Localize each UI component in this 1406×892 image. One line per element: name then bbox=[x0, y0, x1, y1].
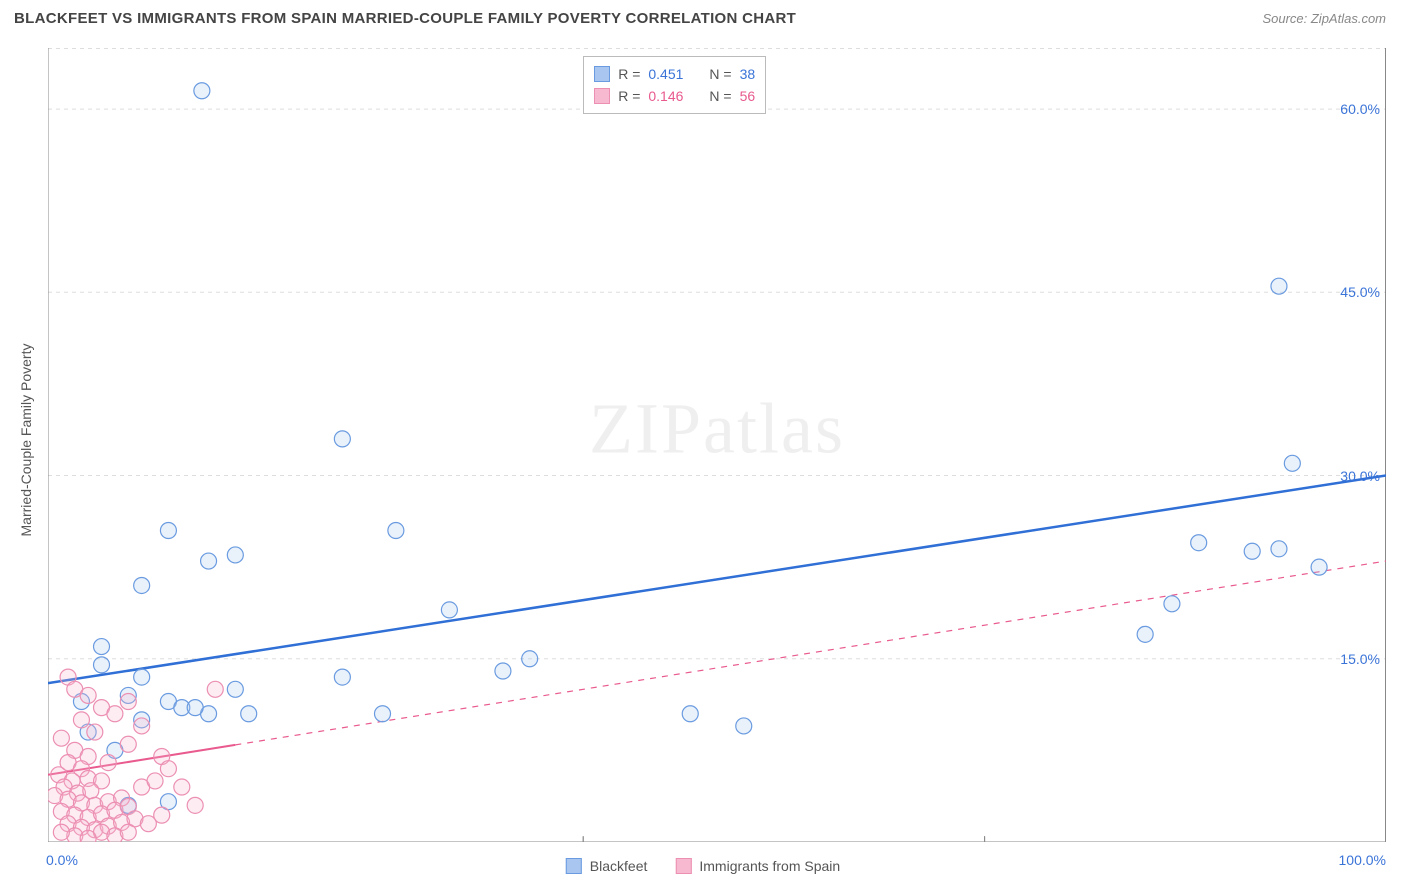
legend-swatch-icon bbox=[566, 858, 582, 874]
legend-label: Blackfeet bbox=[590, 858, 648, 874]
x-tick-label: 0.0% bbox=[46, 852, 78, 868]
n-label: N = bbox=[709, 63, 731, 85]
n-value: 56 bbox=[740, 85, 756, 107]
legend-item: Immigrants from Spain bbox=[675, 858, 840, 874]
r-label: R = bbox=[618, 85, 640, 107]
legend-stats-box: R = 0.451 N = 38 R = 0.146 N = 56 bbox=[583, 56, 766, 114]
legend-stats-row: R = 0.451 N = 38 bbox=[594, 63, 755, 85]
y-tick-label: 15.0% bbox=[1340, 651, 1380, 667]
legend-item: Blackfeet bbox=[566, 858, 648, 874]
n-value: 38 bbox=[740, 63, 756, 85]
legend-label: Immigrants from Spain bbox=[699, 858, 840, 874]
n-label: N = bbox=[709, 85, 731, 107]
chart-title: BLACKFEET VS IMMIGRANTS FROM SPAIN MARRI… bbox=[14, 10, 796, 27]
chart-container: ZIPatlas R = 0.451 N = 38 R = 0.146 N = … bbox=[48, 48, 1386, 842]
r-label: R = bbox=[618, 63, 640, 85]
y-tick-label: 30.0% bbox=[1340, 468, 1380, 484]
legend-bottom: Blackfeet Immigrants from Spain bbox=[566, 858, 840, 874]
y-tick-label: 45.0% bbox=[1340, 284, 1380, 300]
y-axis-label: Married-Couple Family Poverty bbox=[18, 344, 34, 537]
legend-swatch-icon bbox=[675, 858, 691, 874]
legend-swatch-icon bbox=[594, 66, 610, 82]
r-value: 0.451 bbox=[648, 63, 683, 85]
r-value: 0.146 bbox=[648, 85, 683, 107]
source-attribution: Source: ZipAtlas.com bbox=[1262, 11, 1386, 26]
legend-swatch-icon bbox=[594, 88, 610, 104]
legend-stats-row: R = 0.146 N = 56 bbox=[594, 85, 755, 107]
y-tick-label: 60.0% bbox=[1340, 101, 1380, 117]
scatter-plot bbox=[48, 48, 1386, 842]
x-tick-label: 100.0% bbox=[1339, 852, 1386, 868]
